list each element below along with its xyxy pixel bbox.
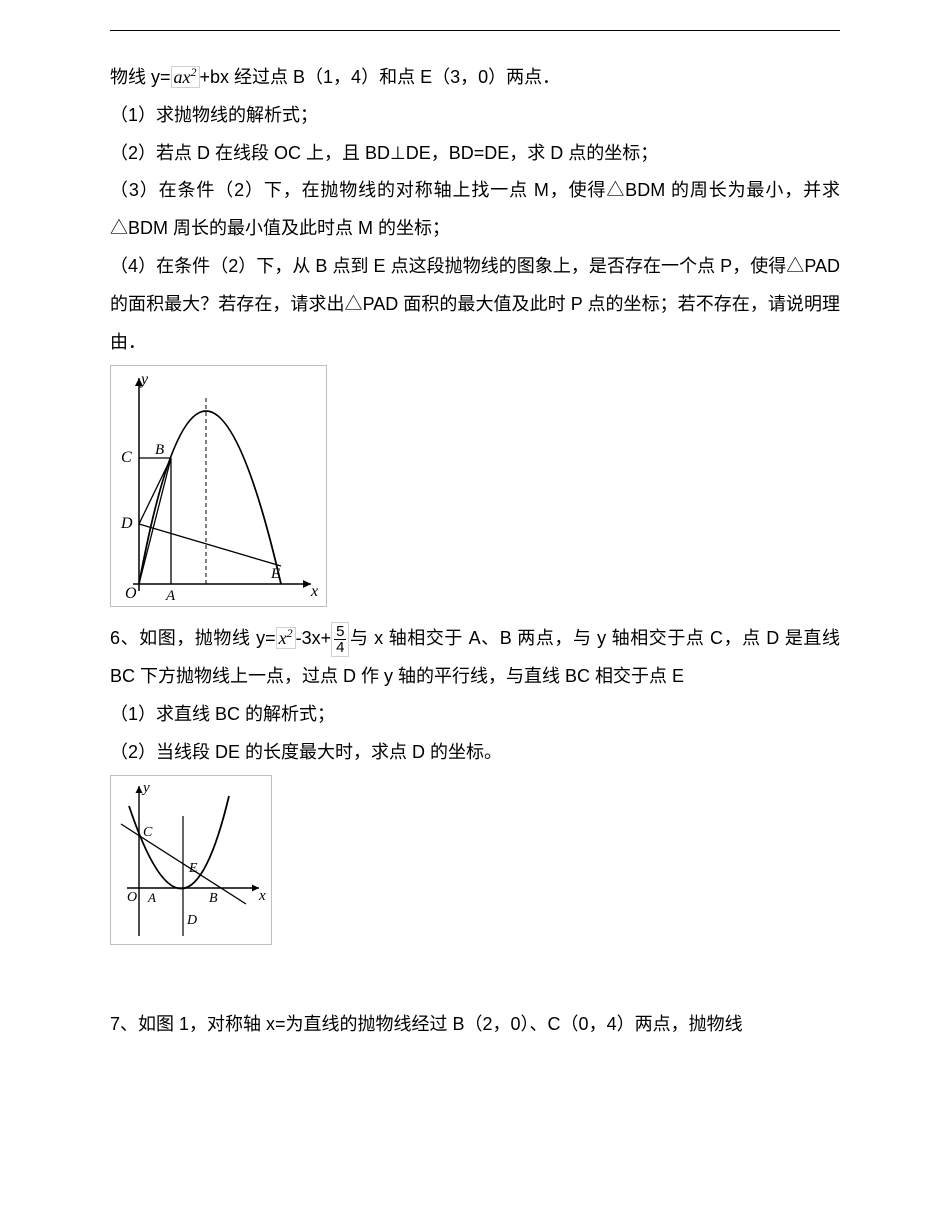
x-squared-box: x2 bbox=[276, 627, 296, 649]
q-part-1: （1）求抛物线的解析式； bbox=[110, 97, 840, 135]
fig2-E-label: E bbox=[188, 861, 198, 876]
figure-1-parabola: y x O A B C D E bbox=[110, 365, 327, 607]
fig1-B-label: B bbox=[155, 442, 164, 458]
q6-part-2: （2）当线段 DE 的长度最大时，求点 D 的坐标。 bbox=[110, 734, 840, 772]
q-part-2: （2）若点 D 在线段 OC 上，且 BD⊥DE，BD=DE，求 D 点的坐标； bbox=[110, 135, 840, 173]
q-part-4: （4）在条件（2）下，从 B 点到 E 点这段抛物线的图象上，是否存在一个点 P… bbox=[110, 248, 840, 361]
fig2-x-label: x bbox=[258, 888, 266, 904]
fraction-5-4: 54 bbox=[331, 622, 349, 657]
fig2-C-label: C bbox=[143, 825, 153, 840]
fig1-C-label: C bbox=[121, 449, 132, 466]
q7-paragraph: 7、如图 1，对称轴 x=为直线的抛物线经过 B（2，0）、C（0，4）两点，抛… bbox=[110, 1006, 840, 1044]
fig2-D-label: D bbox=[186, 913, 197, 928]
fig1-E-label: E bbox=[270, 566, 280, 582]
q6-paragraph: 6、如图，抛物线 y=x2-3x+54与 x 轴相交于 A、B 两点，与 y 轴… bbox=[110, 620, 840, 696]
q6-prefix: 6、如图，抛物线 y= bbox=[110, 628, 276, 648]
ax-squared-box: ax2 bbox=[171, 66, 200, 88]
intro-paragraph: 物线 y=ax2+bx 经过点 B（1，4）和点 E（3，0）两点． bbox=[110, 59, 840, 97]
spacer bbox=[110, 958, 840, 1006]
intro-prefix: 物线 y= bbox=[110, 67, 171, 87]
fig1-y-label: y bbox=[139, 371, 149, 388]
header-rule bbox=[110, 30, 840, 31]
fig2-B-label: B bbox=[209, 891, 218, 906]
figure-2-parabola: y x O A B C D E bbox=[110, 775, 272, 945]
q6-mid: -3x+ bbox=[296, 628, 332, 648]
fig2-y-label: y bbox=[141, 780, 150, 796]
q-part-3: （3）在条件（2）下，在抛物线的对称轴上找一点 M，使得△BDM 的周长为最小，… bbox=[110, 172, 840, 248]
fig1-x-label: x bbox=[310, 583, 318, 600]
fig2-A-label: A bbox=[147, 890, 156, 905]
fig1-D-label: D bbox=[120, 515, 133, 532]
intro-rest: +bx 经过点 B（1，4）和点 E（3，0）两点． bbox=[200, 67, 561, 87]
fig2-O-label: O bbox=[127, 890, 137, 905]
q6-part-1: （1）求直线 BC 的解析式； bbox=[110, 696, 840, 734]
fig1-O-label: O bbox=[125, 585, 137, 602]
fig1-A-label: A bbox=[165, 588, 176, 604]
